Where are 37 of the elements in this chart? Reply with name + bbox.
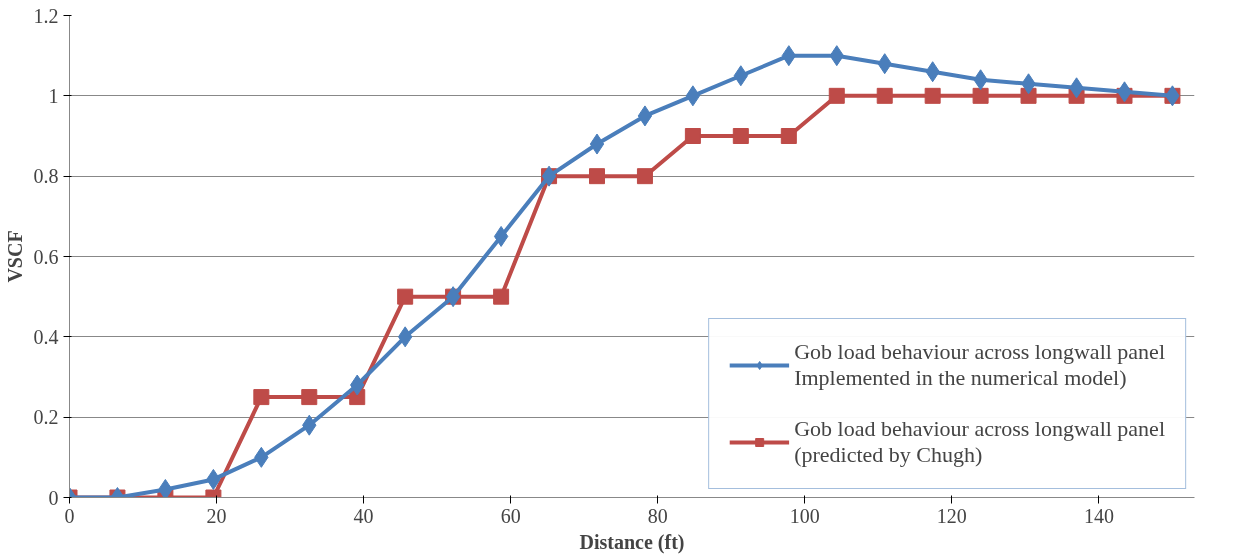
point [828, 87, 845, 104]
x-tick-label: 20 [206, 504, 227, 527]
y-tick-label: 0.2 [33, 406, 59, 429]
legend-label: Gob load behaviour across longwall panel Implemented in the numerical model) [794, 339, 1165, 391]
y-axis-title: VSCF [3, 230, 26, 283]
y-tick-label: 0.6 [33, 245, 59, 268]
point [493, 225, 509, 247]
x-tick-label: 140 [1083, 504, 1114, 527]
y-tick-label: 1 [48, 84, 59, 107]
point [589, 168, 605, 185]
point [636, 168, 653, 185]
y-tick-label: 0.4 [33, 325, 59, 348]
point [158, 478, 173, 498]
x-tick-label: 100 [789, 504, 820, 527]
y-tick-label: 0.8 [33, 165, 59, 188]
y-tick-label: 1.2 [33, 4, 59, 27]
point [684, 128, 701, 144]
legend-label: Gob load behaviour across longwall panel (predicted by Chugh) [794, 416, 1165, 468]
point [685, 85, 701, 107]
point [637, 105, 653, 127]
x-tick-label: 40 [353, 504, 374, 527]
point [780, 128, 797, 144]
x-tick-label: 120 [936, 504, 967, 527]
x-tick-label: 80 [647, 504, 668, 527]
point [589, 133, 605, 155]
x-axis-title: Distance (ft) [579, 530, 685, 554]
x-tick-label: 0 [64, 504, 75, 527]
point [924, 87, 941, 104]
point [301, 389, 318, 406]
point [493, 288, 510, 305]
point [972, 87, 989, 104]
point [732, 128, 749, 144]
point [876, 87, 893, 104]
y-tick-label: 0 [48, 486, 59, 509]
point [253, 389, 270, 406]
x-tick-label: 60 [500, 504, 521, 527]
point [397, 288, 414, 305]
